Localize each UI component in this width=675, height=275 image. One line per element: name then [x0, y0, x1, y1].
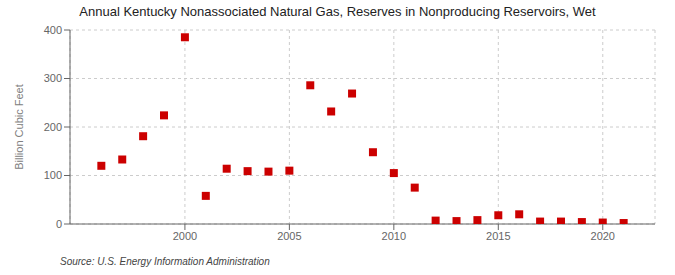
- svg-text:400: 400: [44, 24, 62, 36]
- svg-text:300: 300: [44, 72, 62, 84]
- svg-text:2020: 2020: [591, 230, 615, 242]
- svg-text:2005: 2005: [277, 230, 301, 242]
- html-text:Source: U.S. Energy Informatio: Source: U.S. Energy Information Administ…: [60, 256, 270, 267]
- svg-text:2010: 2010: [382, 230, 406, 242]
- html-text:Annual Kentucky Nonassociated: Annual Kentucky Nonassociated Natural Ga…: [79, 4, 596, 19]
- svg-text:Billion Cubic Feet: Billion Cubic Feet: [13, 84, 25, 170]
- svg-text:2000: 2000: [173, 230, 197, 242]
- svg-text:200: 200: [44, 121, 62, 133]
- svg-text:0: 0: [56, 218, 62, 230]
- svg-text:100: 100: [44, 169, 62, 181]
- svg-text:2015: 2015: [486, 230, 510, 242]
